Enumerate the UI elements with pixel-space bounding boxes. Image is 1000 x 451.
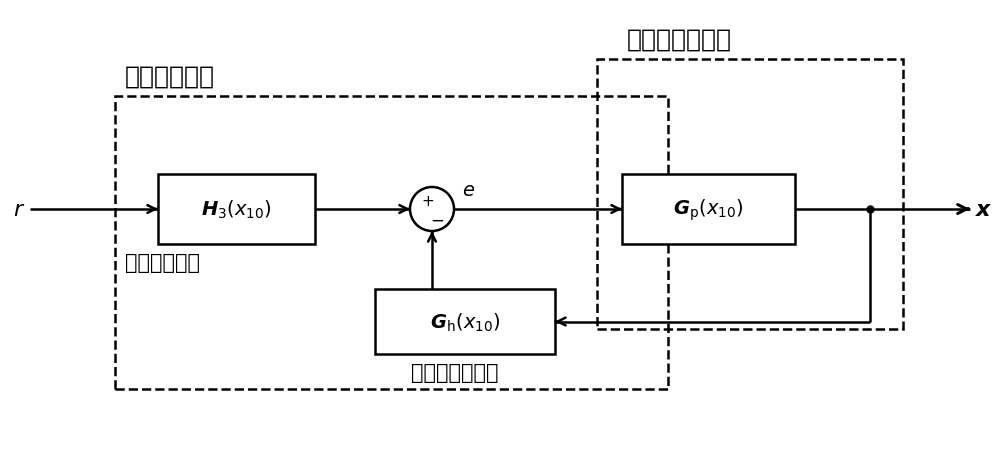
Bar (597, 60, 903, 329)
Bar (158, 175, 315, 244)
Text: 磁悬浮轴承系统: 磁悬浮轴承系统 (627, 28, 732, 52)
Text: 稳态误差系数: 稳态误差系数 (125, 253, 200, 272)
Text: +: + (422, 194, 434, 209)
Bar (622, 175, 795, 244)
Text: $\boldsymbol{G}_{\mathrm{p}}(x_{10})$: $\boldsymbol{G}_{\mathrm{p}}(x_{10})$ (673, 197, 744, 222)
Text: $r$: $r$ (13, 199, 25, 220)
Text: 状态反馈控制器: 状态反馈控制器 (411, 362, 499, 382)
Text: $\boldsymbol{x}$: $\boldsymbol{x}$ (975, 199, 993, 220)
Text: $e$: $e$ (462, 180, 475, 199)
Circle shape (410, 188, 454, 231)
Bar (115, 97, 668, 389)
Text: 自适应控制器: 自适应控制器 (125, 65, 215, 89)
Text: $-$: $-$ (430, 211, 444, 229)
Text: $\boldsymbol{H}_3(x_{10})$: $\boldsymbol{H}_3(x_{10})$ (201, 198, 272, 221)
Text: $\boldsymbol{G}_{\mathrm{h}}(x_{10})$: $\boldsymbol{G}_{\mathrm{h}}(x_{10})$ (430, 311, 500, 333)
Bar (375, 290, 555, 354)
